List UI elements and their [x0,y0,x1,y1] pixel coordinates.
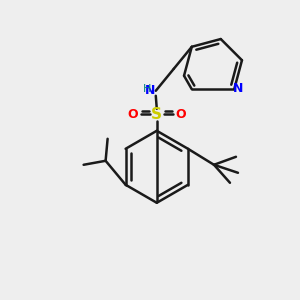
Text: O: O [128,108,138,121]
Text: N: N [144,84,155,97]
Text: O: O [176,108,186,121]
Text: H: H [142,84,151,94]
Text: N: N [233,82,243,95]
Text: S: S [151,107,162,122]
